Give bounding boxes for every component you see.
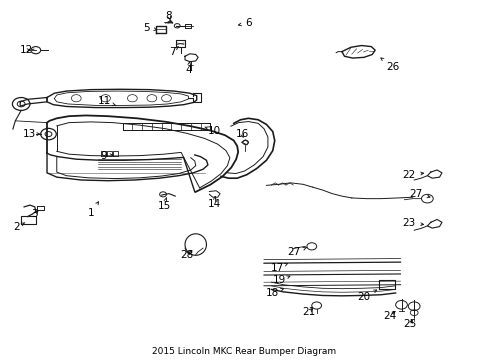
Text: 16: 16 — [235, 129, 248, 139]
Text: 26: 26 — [380, 58, 399, 72]
Text: 21: 21 — [302, 307, 315, 317]
Text: 13: 13 — [22, 129, 40, 139]
Text: 20: 20 — [357, 290, 376, 302]
Text: 24: 24 — [383, 311, 396, 320]
Text: 6: 6 — [238, 18, 251, 28]
Text: 14: 14 — [207, 197, 221, 210]
Text: 25: 25 — [403, 319, 416, 329]
Text: 17: 17 — [270, 263, 287, 273]
Text: 2015 Lincoln MKC Rear Bumper Diagram: 2015 Lincoln MKC Rear Bumper Diagram — [152, 347, 336, 356]
Text: 15: 15 — [157, 198, 170, 211]
Text: 7: 7 — [169, 46, 178, 57]
Text: 18: 18 — [265, 288, 283, 298]
Text: 8: 8 — [165, 11, 172, 21]
Text: 27: 27 — [408, 189, 429, 199]
Text: 4: 4 — [185, 62, 191, 75]
Text: 9: 9 — [101, 150, 113, 161]
Text: 28: 28 — [180, 249, 193, 260]
Text: 10: 10 — [204, 126, 221, 135]
Text: 22: 22 — [402, 170, 423, 180]
Text: 11: 11 — [97, 96, 116, 106]
Text: 5: 5 — [143, 23, 156, 33]
Text: 3: 3 — [31, 209, 38, 219]
Text: 12: 12 — [20, 45, 33, 55]
Text: 23: 23 — [402, 218, 423, 228]
Text: 2: 2 — [13, 222, 25, 232]
Text: 1: 1 — [87, 202, 98, 218]
Text: 19: 19 — [272, 275, 289, 285]
Text: 27: 27 — [287, 247, 305, 257]
